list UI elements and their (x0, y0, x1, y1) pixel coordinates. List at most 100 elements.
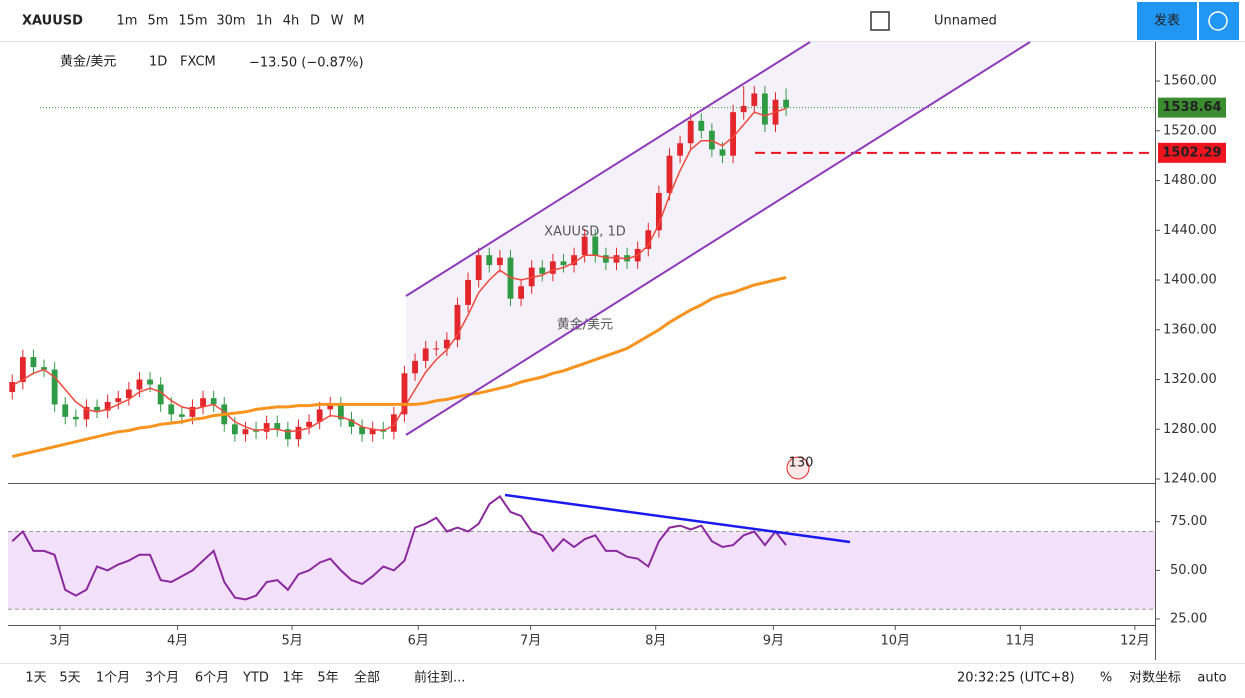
candle-body (698, 120, 705, 131)
y-tick-label: 1360.00 (1163, 322, 1217, 337)
candle-body (496, 257, 503, 266)
candle-body (454, 304, 461, 340)
goto-button[interactable]: 前往到... (414, 670, 465, 686)
range-button[interactable]: 全部 (354, 670, 380, 686)
candle-body (390, 414, 397, 432)
y-tick-label: 1400.00 (1163, 273, 1217, 288)
candle-body (369, 429, 376, 435)
candle-body (284, 429, 291, 440)
candle-body (168, 404, 175, 415)
interval-button[interactable]: 30m (216, 14, 245, 29)
candle-body (687, 120, 694, 144)
interval-button[interactable]: 15m (178, 14, 207, 29)
publish-label[interactable]: 发表 (1154, 13, 1180, 29)
candle-body (433, 348, 440, 350)
x-tick-label: 4月 (167, 634, 188, 649)
legend-interval: 1D (149, 55, 167, 70)
interval-button[interactable]: 5m (148, 14, 169, 29)
range-button[interactable]: 1天 (25, 671, 46, 686)
drawings (405, 41, 1031, 544)
publish-button[interactable] (1137, 2, 1197, 40)
candle-body (422, 348, 429, 361)
layout-name[interactable]: Unnamed (934, 14, 997, 29)
event-badge[interactable] (786, 456, 810, 480)
x-tick-label: 5月 (281, 634, 302, 649)
legend-source: FXCM (180, 55, 216, 70)
y-tick-label: 50.00 (1170, 563, 1207, 578)
candle-body (9, 382, 16, 392)
x-tick-label: 8月 (645, 634, 666, 649)
candle-body (539, 267, 546, 274)
candle-body (157, 384, 164, 405)
channel-lower[interactable] (405, 41, 1031, 436)
candle-body (316, 409, 323, 422)
auto-toggle[interactable]: auto (1197, 671, 1226, 686)
candle-body (274, 423, 281, 430)
rsi-trendline[interactable] (504, 493, 851, 544)
candle-body (30, 357, 37, 368)
candle-body (486, 255, 493, 266)
y-tick-label: 1480.00 (1163, 173, 1217, 188)
range-button[interactable]: 5年 (317, 671, 338, 686)
play-button[interactable] (1199, 2, 1239, 40)
candle-body (242, 429, 249, 435)
moving-average (11, 107, 787, 433)
candle-body (104, 401, 111, 411)
level-price-label: 1502.29 (1162, 145, 1221, 160)
candle-body (581, 236, 588, 256)
candle-body (613, 255, 620, 263)
x-tick-label: 3月 (49, 634, 70, 649)
channel-upper[interactable] (405, 41, 811, 297)
candle-body (412, 360, 418, 374)
x-tick-label: 6月 (408, 634, 429, 649)
range-button[interactable]: 1个月 (96, 671, 130, 686)
candle-body (518, 286, 524, 299)
rsi-line (11, 494, 787, 601)
x-tick-label: 7月 (520, 634, 541, 649)
interval-button[interactable]: M (353, 14, 364, 29)
candle-body (592, 236, 599, 256)
y-tick-label: 1520.00 (1163, 123, 1217, 138)
candle-body (730, 112, 737, 156)
y-tick-label: 1440.00 (1163, 223, 1217, 238)
interval-button[interactable]: 1h (256, 14, 273, 29)
candle-body (62, 404, 69, 417)
candle-body (125, 389, 132, 399)
range-button[interactable]: 5天 (59, 671, 80, 686)
percent-toggle[interactable]: % (1100, 671, 1112, 686)
candle-body (263, 423, 270, 432)
interval-button[interactable]: W (331, 14, 344, 29)
last-price-box (1158, 97, 1226, 118)
legend-change: −13.50 (−0.87%) (249, 56, 364, 71)
candle-body (740, 105, 747, 113)
y-tick-label: 25.00 (1170, 611, 1207, 626)
candle-body (72, 416, 79, 420)
play-icon[interactable] (1208, 11, 1228, 31)
range-button[interactable]: 6个月 (195, 671, 229, 686)
candle-body (200, 398, 206, 407)
range-button[interactable]: 1年 (282, 671, 303, 686)
watermark-subtitle: 黄金/美元 (557, 317, 613, 333)
level-price-box (1158, 142, 1226, 163)
interval-button[interactable]: 4h (283, 14, 300, 29)
candle-body (655, 192, 662, 231)
interval-button[interactable]: D (310, 14, 320, 29)
candle-body (178, 414, 185, 417)
range-button[interactable]: YTD (242, 671, 269, 686)
range-button[interactable]: 3个月 (145, 671, 179, 686)
event-label[interactable]: 130 (789, 456, 814, 471)
y-tick-label: 1560.00 (1163, 74, 1217, 89)
layout-button-frame[interactable] (870, 11, 890, 31)
candle-body (51, 369, 58, 405)
symbol[interactable]: XAUUSD (22, 14, 83, 29)
candle-body (751, 93, 758, 106)
interval-button[interactable]: 1m (117, 14, 138, 29)
candle-body (41, 367, 47, 370)
x-tick-label: 12月 (1120, 634, 1150, 649)
clock: 20:32:25 (UTC+8) (957, 671, 1075, 686)
candle-body (602, 255, 609, 263)
log-toggle[interactable]: 对数坐标 (1129, 671, 1181, 686)
candle-body (147, 379, 153, 385)
x-tick-label: 11月 (1006, 634, 1036, 649)
